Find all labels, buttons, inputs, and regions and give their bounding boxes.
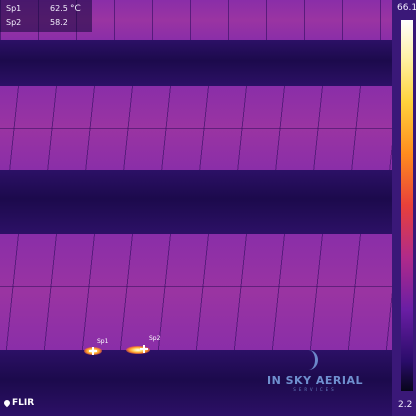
readout-value: 58.2 [50,18,68,27]
logo-text: FLIR [12,398,35,408]
readout-id: Sp2 [6,18,22,27]
scale-min-label: 2.2 [398,400,413,410]
watermark-title: IN SKY AERIAL [267,374,363,387]
flir-logo: FLIR [2,398,35,408]
thermal-image: Sp1 Sp2 Sp1 62.5 °C Sp2 58.2 IN SKY AERI… [0,0,392,416]
hotspot-sp2 [126,346,150,354]
readout-row-sp1: Sp1 62.5 °C [0,2,92,16]
scale-max-label: 66.1 [397,3,416,13]
panel-row-3 [0,234,392,350]
shadow-band-3 [0,350,392,416]
crosshair-icon [89,347,97,355]
watermark-subtitle: SERVICES [293,387,337,392]
sky-mark-icon [299,350,318,370]
measurement-readout: Sp1 62.5 °C Sp2 58.2 [0,0,92,32]
color-scale-bar [401,20,413,391]
readout-value: 62.5 [50,4,68,13]
spot-label-sp1: Sp1 [97,338,109,345]
panel-row-2 [0,86,392,170]
readout-unit: °C [70,4,81,14]
spot-label-sp2: Sp2 [149,335,161,342]
shadow-band-2 [0,170,392,234]
flame-icon [2,398,12,407]
crosshair-icon [140,345,148,353]
shadow-band-1 [0,40,392,86]
readout-row-sp2: Sp2 58.2 [0,16,92,30]
readout-id: Sp1 [6,4,22,13]
watermark-logo: IN SKY AERIAL SERVICES [253,350,377,396]
